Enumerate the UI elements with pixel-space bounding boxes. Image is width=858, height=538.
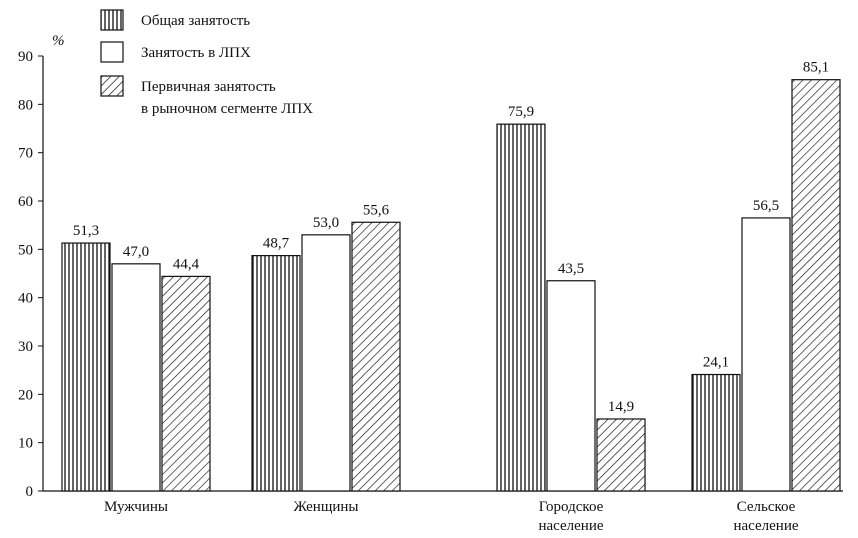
bar <box>111 263 161 492</box>
bar <box>351 221 401 492</box>
bar <box>546 280 596 492</box>
data-label: 55,6 <box>363 202 390 218</box>
data-label: 85,1 <box>803 60 829 76</box>
bar <box>496 123 546 492</box>
y-tick-label: 80 <box>18 97 33 113</box>
y-tick-label: 60 <box>18 194 33 210</box>
category-label: население <box>538 518 603 534</box>
bar <box>61 242 111 492</box>
y-tick-label: 90 <box>18 49 33 65</box>
legend: Общая занятость Занятость в ЛПХ Первичная … <box>100 9 313 117</box>
category-label: Мужчины <box>104 499 168 515</box>
data-labels: 51,3 48,7 75,9 24,1 47,0 53,0 43,5 56,5 44,4 55,6… <box>73 60 829 415</box>
bar <box>791 79 841 492</box>
data-label: 14,9 <box>608 399 634 415</box>
bars <box>61 79 841 492</box>
data-label: 24,1 <box>703 355 729 371</box>
data-label: 48,7 <box>263 236 290 252</box>
y-unit-label: % <box>52 33 65 49</box>
bar <box>691 373 741 492</box>
legend-swatch <box>100 75 124 97</box>
y-tick-label: 20 <box>18 387 33 403</box>
bar <box>596 418 646 492</box>
legend-label: в рыночном сегменте ЛПХ <box>141 101 313 117</box>
bar <box>301 234 351 492</box>
legend-swatch <box>100 41 124 63</box>
data-label: 75,9 <box>508 104 534 120</box>
category-label: Сельское <box>737 499 796 515</box>
data-label: 56,5 <box>753 198 779 214</box>
data-label: 44,4 <box>173 256 200 272</box>
data-label: 53,0 <box>313 215 339 231</box>
data-label: 43,5 <box>558 261 584 277</box>
legend-label: Первичная занятость <box>141 79 276 95</box>
y-tick-label: 50 <box>18 242 33 258</box>
bar <box>161 275 211 492</box>
data-label: 51,3 <box>73 223 99 239</box>
y-tick-label: 10 <box>18 436 33 452</box>
bar <box>251 255 301 492</box>
y-tick-label: 0 <box>26 484 34 500</box>
data-label: 47,0 <box>123 244 149 260</box>
y-tick-label: 30 <box>18 339 33 355</box>
category-labels: Мужчины Женщины Городское население Сельское… <box>104 499 799 534</box>
category-label: Городское <box>539 499 604 515</box>
legend-label: Общая занятость <box>141 13 250 29</box>
y-tick-label: 70 <box>18 146 33 162</box>
y-tick-label: 40 <box>18 291 33 307</box>
category-label: Женщины <box>293 499 358 515</box>
legend-swatch <box>100 9 124 31</box>
category-label: население <box>733 518 798 534</box>
bar <box>741 217 791 492</box>
legend-label: Занятость в ЛПХ <box>141 45 251 61</box>
